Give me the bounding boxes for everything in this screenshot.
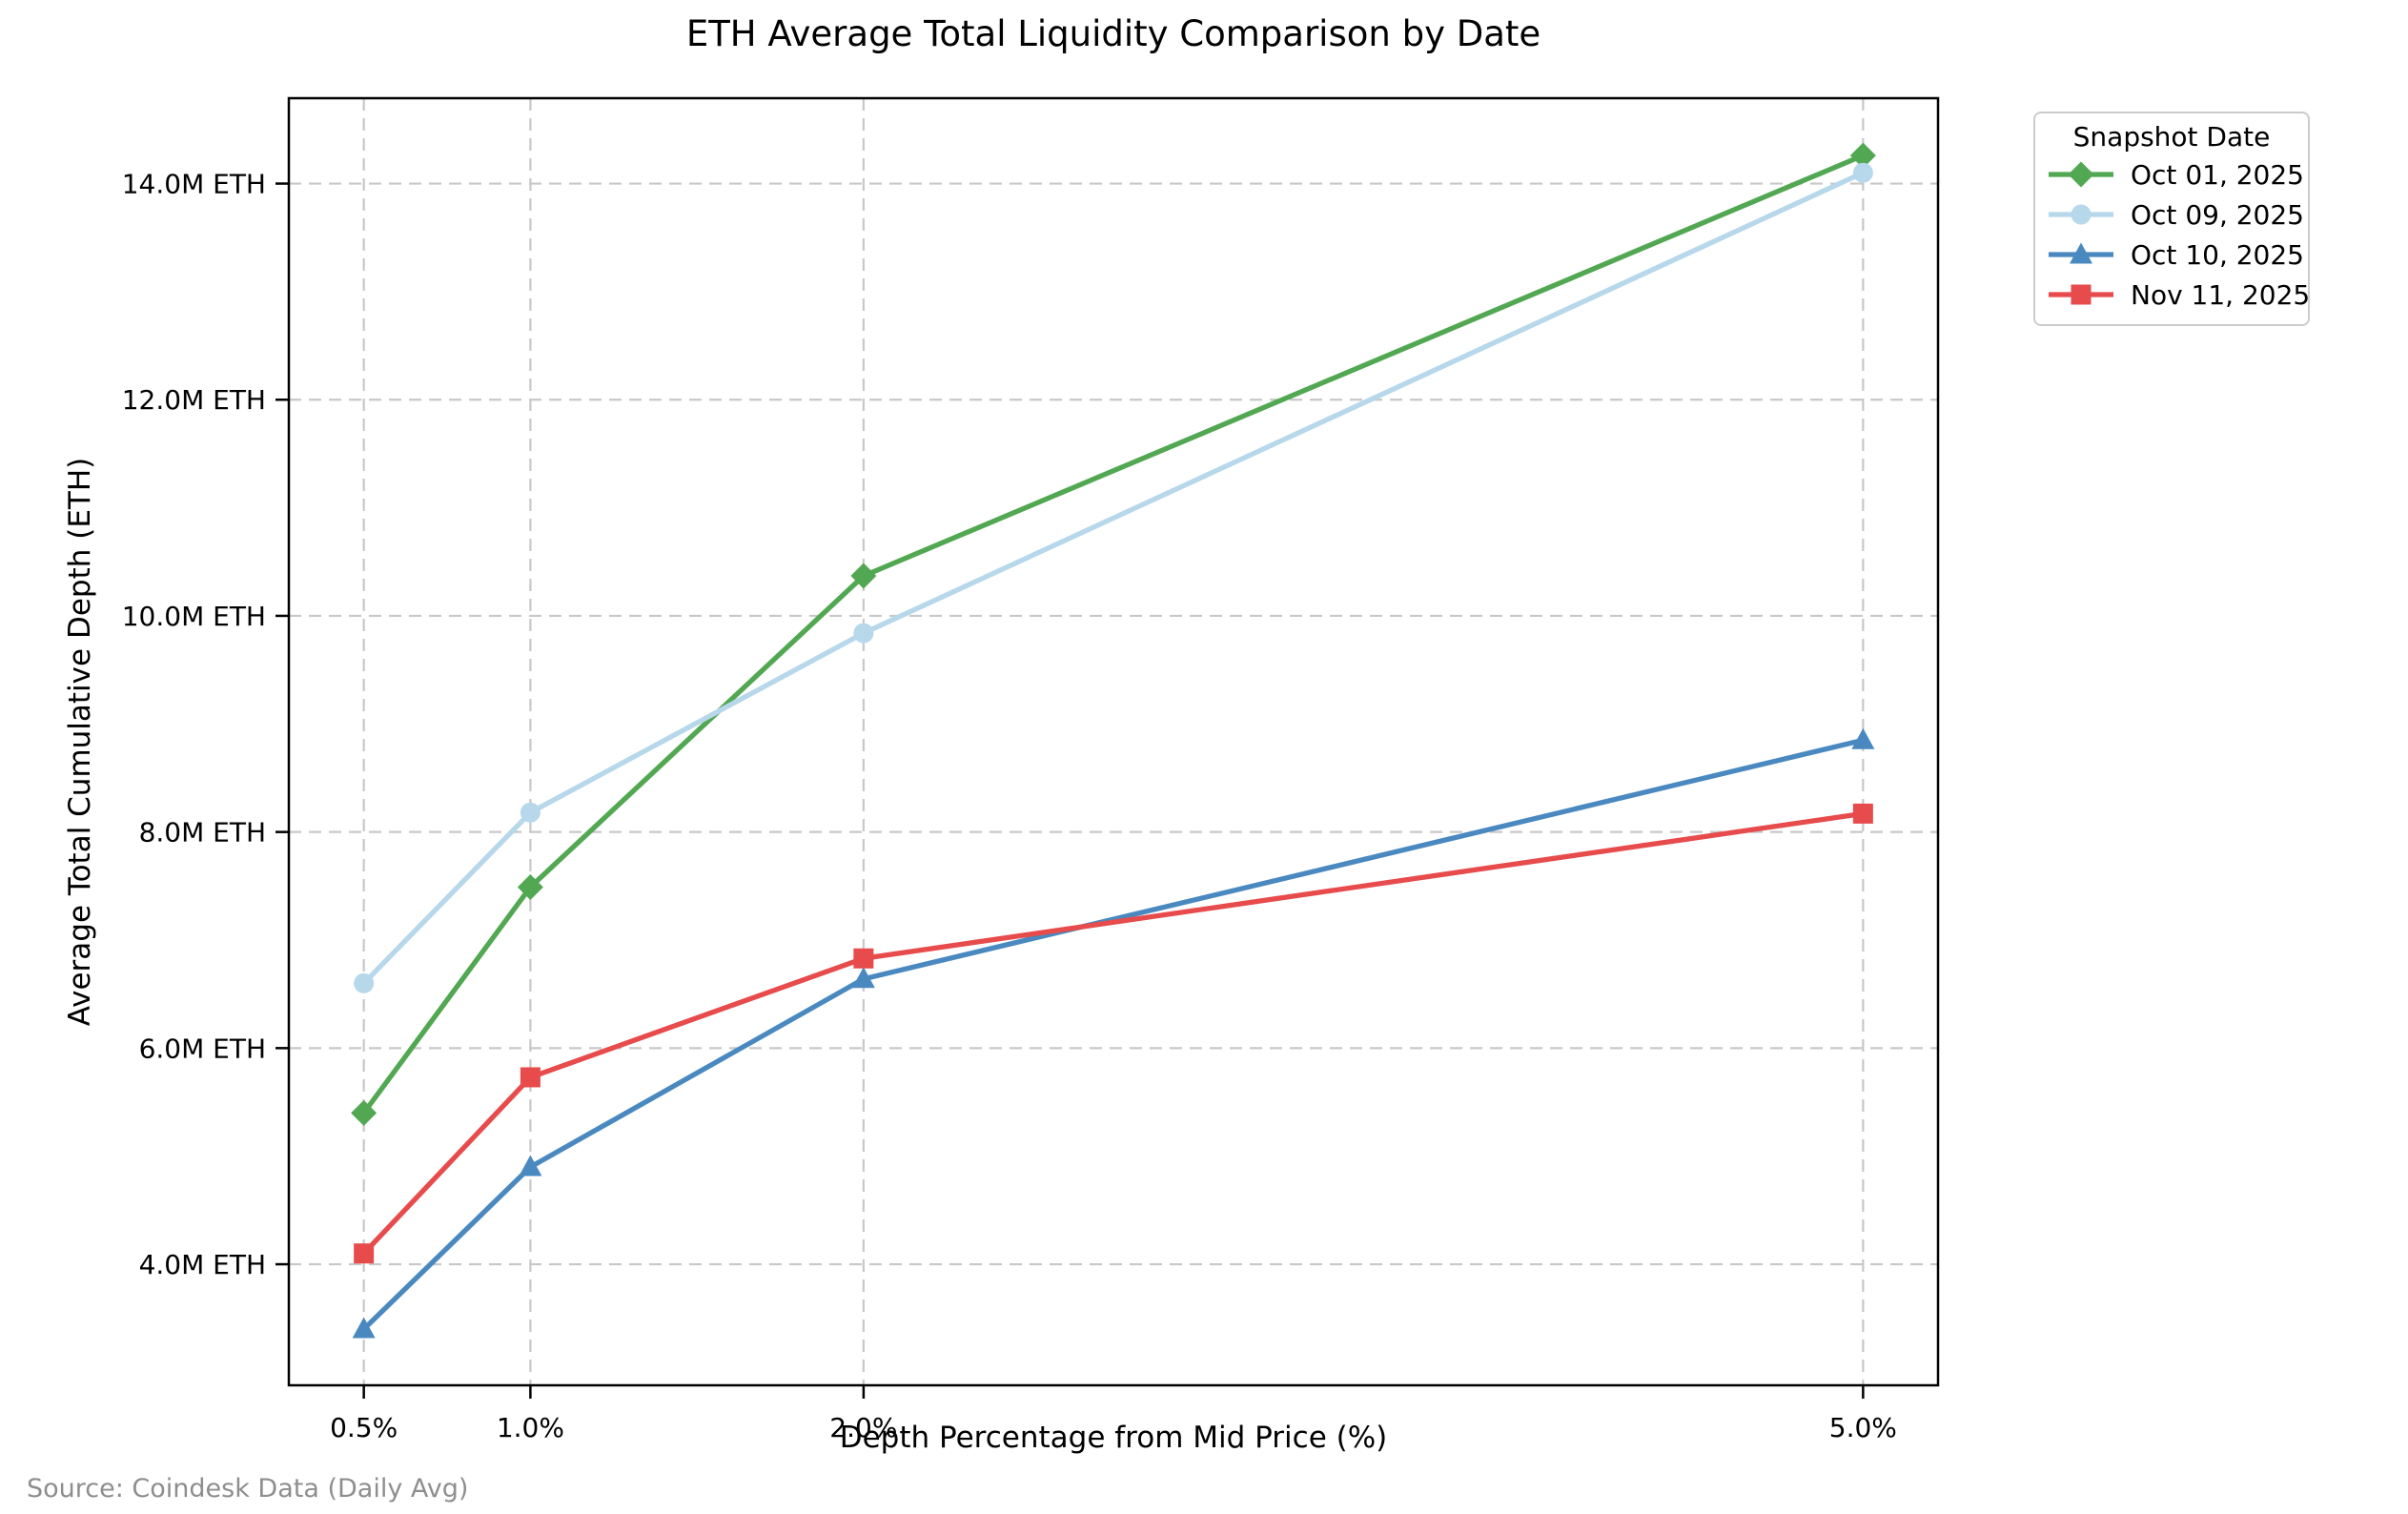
x-tick-label: 5.0% [1829, 1412, 1897, 1443]
legend-circle-marker-icon [2049, 204, 2113, 225]
y-tick-label: 14.0M ETH [122, 169, 266, 200]
x-tick-label: 2.0% [829, 1412, 897, 1443]
legend-item-oct-09-2025: Oct 09, 2025 [2045, 194, 2304, 235]
legend-triangle-marker-icon [2049, 242, 2113, 264]
plot-border [287, 96, 1940, 1387]
chart-title: ETH Average Total Liquidity Comparison b… [685, 13, 1541, 54]
data-point-oct-10-2025 [1851, 727, 1875, 749]
y-axis-label: Average Total Cumulative Depth (ETH) [63, 457, 97, 1027]
x-tick-label: 1.0% [497, 1412, 564, 1443]
legend-square-marker-icon [2049, 284, 2113, 305]
y-tick-label: 6.0M ETH [139, 1033, 266, 1064]
data-point-nov-11-2025 [354, 1243, 375, 1264]
data-point-oct-10-2025 [519, 1155, 542, 1176]
legend-diamond-glyph [2068, 161, 2094, 188]
data-point-nov-11-2025 [1852, 803, 1873, 824]
data-point-oct-09-2025 [520, 802, 541, 823]
data-point-oct-01-2025 [850, 563, 877, 589]
legend-items: Oct 01, 2025 Oct 09, 2025 Oct 10, 2025 Nov … [2045, 154, 2310, 315]
legend-item-label: Oct 10, 2025 [2131, 238, 2304, 271]
data-point-oct-01-2025 [517, 873, 543, 900]
legend-item-label: Nov 11, 2025 [2131, 278, 2311, 311]
series-line-oct-09-2025 [361, 170, 1865, 986]
legend-item-oct-01-2025: Oct 01, 2025 [2045, 154, 2304, 194]
data-point-oct-09-2025 [354, 972, 375, 993]
data-point-nov-11-2025 [520, 1067, 541, 1088]
legend-diamond-marker-icon [2049, 161, 2113, 188]
source-note: Source: Coindesk Data (Daily Avg) [27, 1474, 469, 1504]
series-line-oct-10-2025 [361, 737, 1864, 1331]
y-tick-label: 8.0M ETH [139, 817, 266, 849]
legend: Snapshot Date Oct 01, 2025 Oct 09, 2025 Oc… [2033, 112, 2310, 326]
x-tick-label: 0.5% [330, 1412, 398, 1443]
data-point-oct-01-2025 [351, 1099, 378, 1126]
legend-triangle-glyph [2070, 242, 2092, 264]
y-tick-label: 10.0M ETH [122, 601, 266, 632]
legend-item-label: Oct 01, 2025 [2131, 158, 2304, 191]
series-line-oct-01-2025 [361, 153, 1865, 1115]
y-tick-label: 12.0M ETH [122, 384, 266, 416]
legend-square-glyph [2071, 284, 2092, 305]
x-axis-label: Depth Percentage from Mid Price (%) [839, 1421, 1388, 1455]
legend-item-oct-10-2025: Oct 10, 2025 [2045, 235, 2304, 275]
data-point-oct-09-2025 [853, 623, 874, 644]
y-tick-label: 4.0M ETH [139, 1249, 266, 1280]
legend-circle-glyph [2071, 204, 2092, 225]
data-point-oct-10-2025 [352, 1317, 376, 1339]
data-point-nov-11-2025 [853, 948, 874, 969]
data-point-oct-10-2025 [851, 967, 875, 989]
legend-item-nov-11-2025: Nov 11, 2025 [2045, 275, 2310, 315]
data-point-oct-09-2025 [1852, 162, 1873, 183]
data-point-oct-01-2025 [1849, 142, 1876, 169]
legend-title: Snapshot Date [2072, 121, 2271, 153]
legend-item-label: Oct 09, 2025 [2131, 198, 2304, 231]
series-line-nov-11-2025 [361, 810, 1864, 1256]
